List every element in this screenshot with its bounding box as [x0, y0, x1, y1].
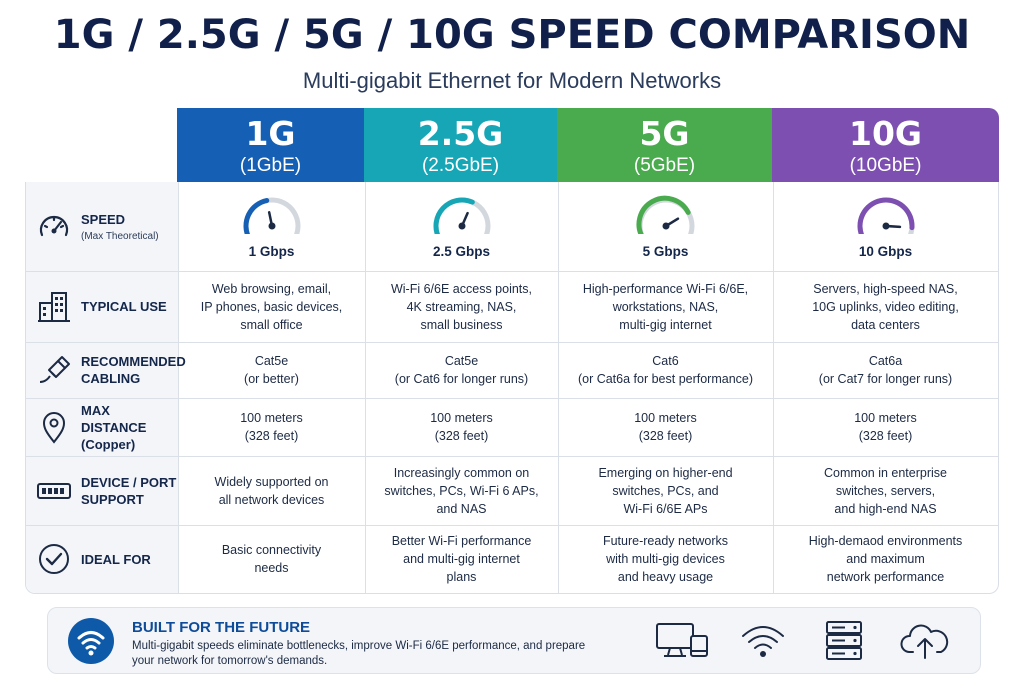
table-cell: Better Wi-Fi performance and multi-gig i… — [391, 534, 532, 584]
table-cell: Web browsing, email, IP phones, basic de… — [200, 281, 343, 332]
row-divider — [26, 271, 998, 272]
row-label-max-distance-copper: MAX DISTANCE (Copper) — [26, 398, 178, 456]
wifi-icon — [734, 620, 792, 662]
speed-cell: 2.5 Gbps — [365, 182, 558, 271]
tier-subname: (5GbE) — [633, 155, 696, 176]
table-cell: Cat5e (or Cat6 for longer runs) — [394, 354, 529, 386]
location-pin-icon — [36, 409, 72, 445]
tier-name: 10G — [848, 114, 922, 153]
ethernet-cable-icon — [36, 352, 72, 388]
row-label-text: MAX DISTANCE (Copper) — [81, 402, 147, 452]
wifi-badge-icon — [68, 618, 114, 664]
speed-gauge-icon — [243, 197, 300, 234]
table-cell: Wi-Fi 6/6E access points, 4K streaming, … — [390, 281, 532, 332]
table-cell: 100 meters (328 feet) — [634, 411, 697, 443]
check-circle-icon — [36, 541, 72, 577]
column-divider — [558, 182, 559, 593]
table-cell: High-demaod environments and maximum net… — [808, 534, 963, 584]
column-divider — [178, 182, 179, 593]
computer-icon — [653, 620, 711, 662]
tier-header-1g: 1G (1GbE) — [177, 108, 364, 182]
row-label-device-port-support: DEVICE / PORT SUPPORT — [26, 456, 178, 525]
row-divider — [26, 398, 998, 399]
comparison-table: 1G (1GbE) 2.5G (2.5GbE) 5G (5GbE) 10G (10GbE) S… — [25, 108, 999, 594]
footer-title: BUILT FOR THE FUTURE — [132, 619, 311, 636]
table-cell: Basic connectivity needs — [221, 543, 322, 575]
row-divider — [26, 342, 998, 343]
row-label-text: DEVICE / PORT SUPPORT — [81, 474, 177, 507]
speed-value: 1 Gbps — [248, 244, 295, 259]
comparison-grid: SPEED (Max Theoretical) 1 Gbps 2.5 Gbps 5 Gb… — [25, 182, 999, 594]
tier-subname: (10GbE) — [849, 155, 922, 176]
tier-name: 1G — [245, 114, 296, 153]
tier-subname: (1GbE) — [239, 155, 302, 176]
label-column — [26, 182, 178, 593]
table-cell: 100 meters (328 feet) — [854, 411, 917, 443]
speed-cell: 5 Gbps — [558, 182, 773, 271]
row-divider — [26, 525, 998, 526]
speed-value: 5 Gbps — [642, 244, 689, 259]
speed-value: 10 Gbps — [858, 244, 913, 259]
table-cell: Emerging on higher-end switches, PCs, an… — [598, 465, 733, 516]
table-cell: 100 meters (328 feet) — [430, 411, 493, 443]
table-cell: Increasingly common on switches, PCs, Wi… — [384, 465, 539, 516]
table-cell: Cat5e (or better) — [244, 354, 299, 386]
row-sublabel-text: (Max Theoretical) — [81, 231, 159, 242]
table-cell: Servers, high-speed NAS, 10G uplinks, vi… — [812, 281, 959, 332]
footer-banner: BUILT FOR THE FUTURE Multi-gigabit speed… — [47, 607, 981, 674]
tier-header-5g: 5G (5GbE) — [557, 108, 772, 182]
speed-value: 2.5 Gbps — [432, 244, 491, 259]
table-cell: Cat6 (or Cat6a for best performance) — [577, 354, 754, 386]
tier-header-2-5g: 2.5G (2.5GbE) — [364, 108, 557, 182]
building-icon — [36, 289, 72, 325]
table-cell: High-performance Wi-Fi 6/6E, workstation… — [582, 281, 749, 332]
table-cell: Widely supported on all network devices — [214, 474, 329, 507]
column-divider — [773, 182, 774, 593]
page-subtitle: Multi-gigabit Ethernet for Modern Networ… — [302, 68, 722, 93]
cloud-upload-icon — [896, 620, 954, 662]
table-cell: 100 meters (328 feet) — [240, 411, 303, 443]
network-switch-icon — [36, 473, 72, 509]
row-label-text: TYPICAL USE — [81, 299, 167, 314]
row-divider — [26, 456, 998, 457]
speed-gauge-icon — [636, 195, 694, 234]
row-label-text: SPEED — [81, 212, 126, 227]
tier-subname: (2.5GbE) — [421, 155, 500, 176]
row-label-recommended-cabling: RECOMMENDED CABLING — [26, 342, 186, 398]
column-divider — [365, 182, 366, 593]
table-cell: Cat6a (or Cat7 for longer runs) — [818, 354, 953, 386]
speedometer-icon — [36, 209, 72, 245]
server-icon — [815, 620, 873, 662]
footer-text: Multi-gigabit speeds eliminate bottlenec… — [132, 640, 586, 667]
speed-cell: 1 Gbps — [178, 182, 365, 271]
speed-gauge-icon — [857, 197, 914, 234]
tier-name: 2.5G — [417, 114, 504, 153]
tier-name: 5G — [639, 114, 690, 153]
tier-header-10g: 10G (10GbE) — [772, 108, 999, 182]
table-cell: Common in enterprise switches, servers, … — [824, 465, 947, 516]
speed-cell: 10 Gbps — [773, 182, 998, 271]
row-label-text: RECOMMENDED CABLING — [81, 354, 186, 386]
table-cell: Future-ready networks with multi-gig dev… — [602, 534, 729, 584]
page-title: 1G / 2.5G / 5G / 10G SPEED COMPARISON — [53, 12, 971, 58]
row-label-speed: SPEED (Max Theoretical) — [26, 182, 178, 271]
row-label-typical-use: TYPICAL USE — [26, 271, 178, 342]
row-label-ideal-for: IDEAL FOR — [26, 525, 178, 593]
speed-gauge-icon — [433, 197, 490, 234]
row-label-text: IDEAL FOR — [81, 551, 151, 567]
